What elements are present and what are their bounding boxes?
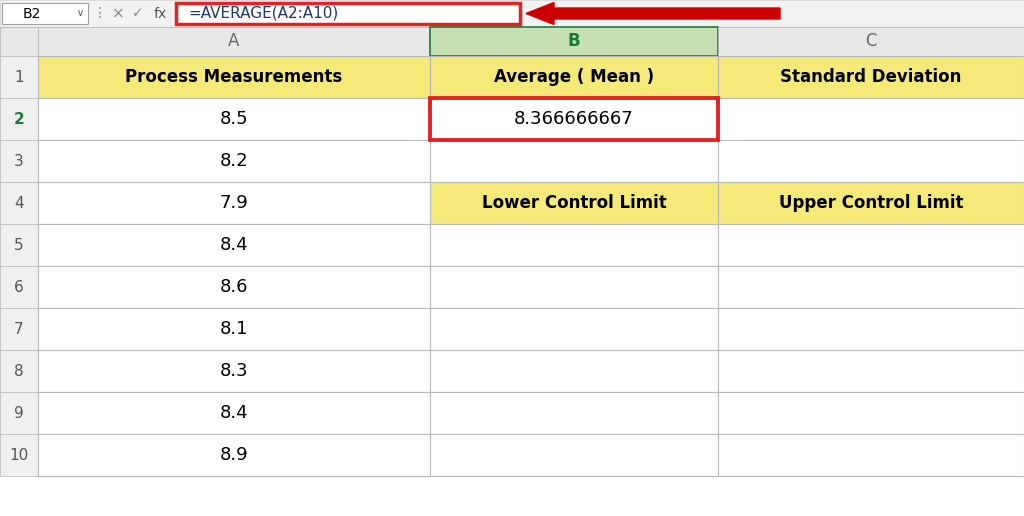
Text: 8: 8: [14, 363, 24, 379]
Bar: [718, 182, 1024, 224]
Bar: [430, 350, 718, 392]
Bar: [718, 434, 1024, 476]
Text: 8.1: 8.1: [220, 320, 248, 338]
Bar: [718, 27, 1024, 56]
Text: Average ( Mean ): Average ( Mean ): [494, 68, 654, 86]
Bar: [38, 140, 430, 182]
Text: Standard Deviation: Standard Deviation: [780, 68, 962, 86]
Bar: [430, 182, 718, 224]
Text: 4: 4: [14, 196, 24, 211]
Bar: [38, 434, 430, 476]
Bar: [2, 3, 88, 24]
Text: ✓: ✓: [132, 7, 143, 21]
Text: Process Measurements: Process Measurements: [125, 68, 343, 86]
Bar: [0, 56, 38, 98]
Text: fx: fx: [154, 7, 167, 21]
Text: 3: 3: [14, 153, 24, 169]
Bar: [430, 434, 718, 476]
Text: 8.6: 8.6: [220, 278, 248, 296]
Bar: [38, 224, 430, 266]
Text: B2: B2: [23, 7, 41, 21]
Text: =AVERAGE(A2:A10): =AVERAGE(A2:A10): [188, 6, 338, 21]
Text: 7.9: 7.9: [219, 194, 249, 212]
Bar: [0, 266, 38, 308]
Bar: [430, 308, 718, 350]
Text: 8.4: 8.4: [220, 404, 248, 422]
Bar: [430, 224, 718, 266]
Text: 1: 1: [14, 70, 24, 85]
Text: ∨: ∨: [77, 8, 84, 19]
Text: ⋮: ⋮: [93, 7, 106, 21]
Text: Lower Control Limit: Lower Control Limit: [481, 194, 667, 212]
Bar: [38, 392, 430, 434]
Text: 8.4: 8.4: [220, 236, 248, 254]
Text: ×: ×: [112, 6, 124, 21]
Bar: [0, 308, 38, 350]
Bar: [38, 350, 430, 392]
Bar: [718, 392, 1024, 434]
Bar: [176, 3, 520, 24]
Bar: [38, 182, 430, 224]
Bar: [430, 27, 718, 56]
Bar: [0, 224, 38, 266]
Bar: [718, 98, 1024, 140]
Bar: [430, 266, 718, 308]
Text: B: B: [567, 33, 581, 51]
FancyArrow shape: [526, 3, 780, 24]
Bar: [0, 350, 38, 392]
Bar: [0, 182, 38, 224]
Text: 8.2: 8.2: [220, 152, 248, 170]
Text: 8.9: 8.9: [220, 446, 248, 464]
Bar: [0, 140, 38, 182]
Text: 8.3: 8.3: [220, 362, 248, 380]
Bar: [718, 140, 1024, 182]
Bar: [38, 308, 430, 350]
Text: 8.5: 8.5: [220, 110, 248, 128]
Text: 7: 7: [14, 321, 24, 336]
Text: 5: 5: [14, 237, 24, 252]
Text: C: C: [865, 33, 877, 51]
Bar: [0, 0, 1024, 27]
Bar: [38, 27, 430, 56]
Bar: [0, 27, 38, 56]
Text: 9: 9: [14, 406, 24, 421]
Text: 8.366666667: 8.366666667: [514, 110, 634, 128]
Bar: [430, 392, 718, 434]
Bar: [718, 308, 1024, 350]
Bar: [0, 98, 38, 140]
Bar: [430, 140, 718, 182]
Bar: [0, 434, 38, 476]
Text: A: A: [228, 33, 240, 51]
Bar: [718, 350, 1024, 392]
Bar: [38, 56, 430, 98]
Text: Upper Control Limit: Upper Control Limit: [778, 194, 964, 212]
Bar: [718, 266, 1024, 308]
Bar: [718, 56, 1024, 98]
Text: 6: 6: [14, 280, 24, 295]
Text: 2: 2: [13, 111, 25, 126]
Bar: [0, 392, 38, 434]
Bar: [430, 98, 718, 140]
Bar: [718, 224, 1024, 266]
Bar: [430, 56, 718, 98]
Bar: [38, 266, 430, 308]
Text: 10: 10: [9, 447, 29, 462]
Bar: [38, 98, 430, 140]
